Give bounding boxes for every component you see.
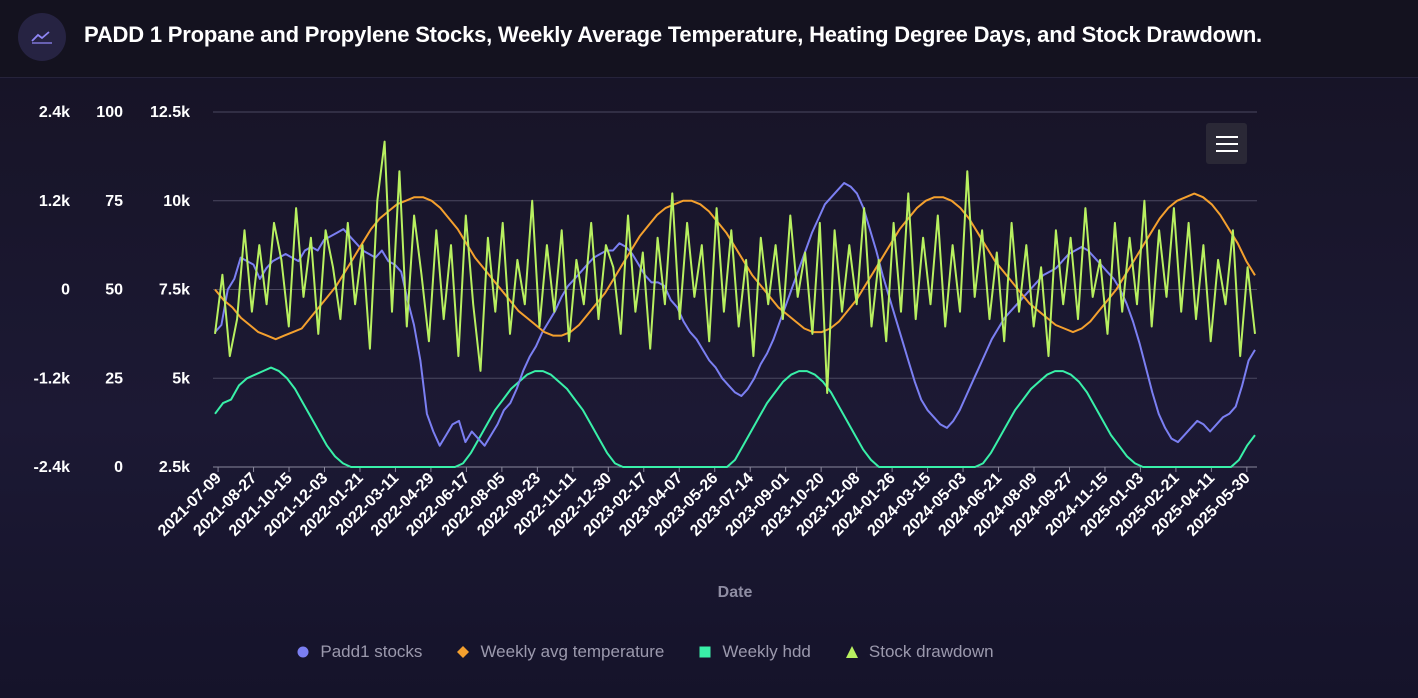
y-tick-label: 2.4k xyxy=(39,104,70,121)
hamburger-menu-icon[interactable] xyxy=(1206,123,1247,164)
line-chart-icon xyxy=(18,13,66,61)
y-tick-label: 1.2k xyxy=(39,193,70,210)
header: PADD 1 Propane and Propylene Stocks, Wee… xyxy=(0,0,1418,78)
y-tick-label: 0 xyxy=(61,282,70,299)
legend-label: Stock drawdown xyxy=(868,642,994,661)
legend-item-padd1-stocks[interactable]: Padd1 stocks xyxy=(296,642,422,662)
y-tick-label: 50 xyxy=(105,282,123,299)
y-tick-label: 10k xyxy=(163,193,190,210)
y-tick-label: 100 xyxy=(96,104,123,121)
y-tick-label: 75 xyxy=(105,193,123,210)
series-line-padd1-stocks xyxy=(214,182,1256,447)
legend-label: Weekly avg temperature xyxy=(480,642,665,661)
legend-item-stock-drawdown[interactable]: Stock drawdown xyxy=(845,642,994,662)
page-title: PADD 1 Propane and Propylene Stocks, Wee… xyxy=(84,22,1262,47)
y-tick-label: 0 xyxy=(114,459,123,476)
series-line-stock-drawdown xyxy=(214,140,1256,394)
legend-label: Padd1 stocks xyxy=(320,642,423,661)
square-marker-icon xyxy=(699,646,711,658)
circle-marker-icon xyxy=(297,646,309,658)
y-tick-label: 5k xyxy=(172,370,190,387)
series-line-weekly-hdd xyxy=(214,366,1256,468)
triangle-marker-icon xyxy=(845,646,858,658)
diamond-marker-icon xyxy=(457,646,470,658)
y-tick-label: 7.5k xyxy=(159,282,190,299)
chart-legend: Padd1 stocks Weekly avg temperature Weekly… xyxy=(0,642,1290,662)
y-tick-label: -1.2k xyxy=(34,370,71,387)
y-tick-label: 12.5k xyxy=(150,104,190,121)
y-tick-label: 25 xyxy=(105,370,123,387)
y-tick-label: -2.4k xyxy=(34,459,71,476)
legend-label: Weekly hdd xyxy=(722,642,811,661)
legend-item-weekly-avg-temperature[interactable]: Weekly avg temperature xyxy=(456,642,664,662)
legend-item-weekly-hdd[interactable]: Weekly hdd xyxy=(698,642,811,662)
y-tick-label: 2.5k xyxy=(159,459,190,476)
x-axis-label: Date xyxy=(717,584,753,601)
